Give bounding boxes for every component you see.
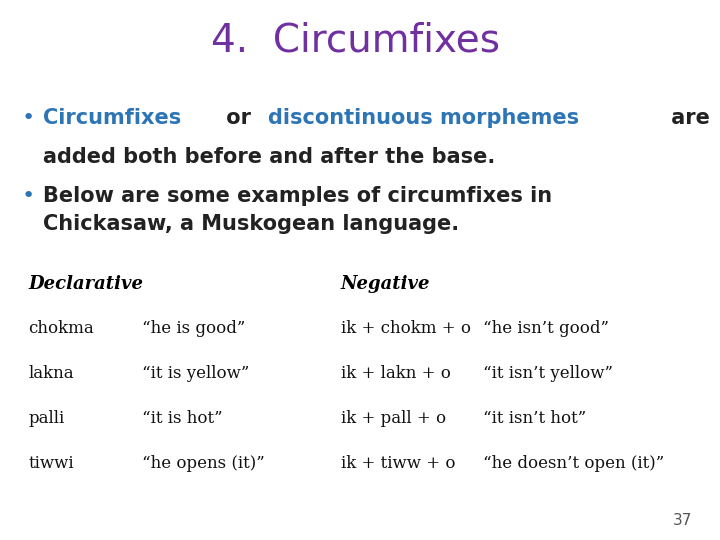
Text: ik + pall + o: ik + pall + o (341, 410, 446, 427)
Text: 37: 37 (673, 513, 692, 528)
Text: “he is good”: “he is good” (142, 320, 246, 337)
Text: palli: palli (28, 410, 65, 427)
Text: tiwwi: tiwwi (28, 455, 74, 471)
Text: ik + chokm + o: ik + chokm + o (341, 320, 471, 337)
Text: Declarative: Declarative (28, 275, 143, 293)
Text: 4.  Circumfixes: 4. Circumfixes (210, 22, 500, 59)
Text: “it is hot”: “it is hot” (142, 410, 222, 427)
Text: discontinuous morphemes: discontinuous morphemes (269, 108, 580, 128)
Text: lakna: lakna (28, 365, 74, 382)
Text: “he doesn’t open (it)”: “he doesn’t open (it)” (483, 455, 664, 471)
Text: “he isn’t good”: “he isn’t good” (483, 320, 609, 337)
Text: “it isn’t hot”: “it isn’t hot” (483, 410, 586, 427)
Text: added both before and after the base.: added both before and after the base. (42, 147, 495, 167)
Text: “it is yellow”: “it is yellow” (142, 365, 249, 382)
Text: or: or (218, 108, 258, 128)
Text: “it isn’t yellow”: “it isn’t yellow” (483, 365, 613, 382)
Text: ik + lakn + o: ik + lakn + o (341, 365, 451, 382)
Text: are: are (665, 108, 710, 128)
Text: ik + tiww + o: ik + tiww + o (341, 455, 455, 471)
Text: Negative: Negative (341, 275, 431, 293)
Text: Below are some examples of circumfixes in
Chickasaw, a Muskogean language.: Below are some examples of circumfixes i… (42, 186, 552, 233)
Text: •: • (22, 186, 35, 206)
Text: Circumfixes: Circumfixes (42, 108, 181, 128)
Text: “he opens (it)”: “he opens (it)” (142, 455, 265, 471)
Text: •: • (22, 108, 35, 128)
Text: chokma: chokma (28, 320, 94, 337)
